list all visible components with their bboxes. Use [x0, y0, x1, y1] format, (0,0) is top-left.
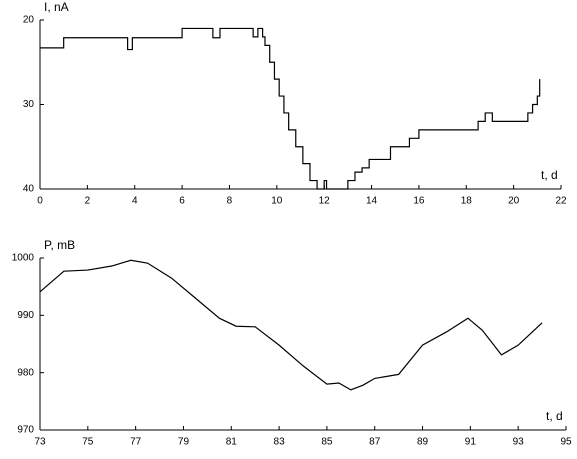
x-tick-label: 89	[417, 437, 429, 448]
y-axis-label: P, mB	[44, 238, 75, 252]
y-tick-label: 30	[23, 99, 35, 110]
x-tick-label: 2	[85, 196, 91, 207]
y-tick-label: 1000	[12, 253, 35, 264]
x-tick-label: 22	[555, 196, 567, 207]
data-line	[39, 259, 543, 391]
x-tick-label: 77	[130, 437, 142, 448]
x-tick-label: 4	[132, 196, 138, 207]
x-tick-label: 16	[413, 196, 425, 207]
x-tick-label: 95	[560, 437, 572, 448]
y-axis-label: I, nA	[44, 0, 69, 14]
x-tick-label: 6	[179, 196, 185, 207]
x-tick-label: 73	[34, 437, 46, 448]
x-tick-label: 87	[369, 437, 381, 448]
y-tick-label: 990	[17, 310, 34, 321]
x-tick-label: 91	[465, 437, 477, 448]
x-tick-label: 12	[319, 196, 331, 207]
x-tick-label: 10	[271, 196, 283, 207]
data-line	[40, 27, 541, 190]
x-tick-label: 18	[461, 196, 473, 207]
x-tick-label: 83	[274, 437, 286, 448]
y-tick-label: 970	[17, 425, 34, 436]
y-tick-label: 980	[17, 367, 34, 378]
x-tick-label: 93	[513, 437, 525, 448]
x-tick-label: 85	[321, 437, 333, 448]
y-tick-label: 20	[23, 15, 35, 26]
x-tick-label: 8	[227, 196, 233, 207]
x-tick-label: 20	[508, 196, 520, 207]
x-tick-label: 14	[366, 196, 378, 207]
x-axis-label: t, d	[546, 409, 563, 423]
x-tick-label: 81	[226, 437, 238, 448]
x-tick-label: 75	[82, 437, 94, 448]
x-axis-label: t, d	[541, 168, 558, 182]
x-tick-label: 79	[178, 437, 190, 448]
x-tick-label: 0	[37, 196, 43, 207]
y-tick-label: 40	[23, 184, 35, 195]
